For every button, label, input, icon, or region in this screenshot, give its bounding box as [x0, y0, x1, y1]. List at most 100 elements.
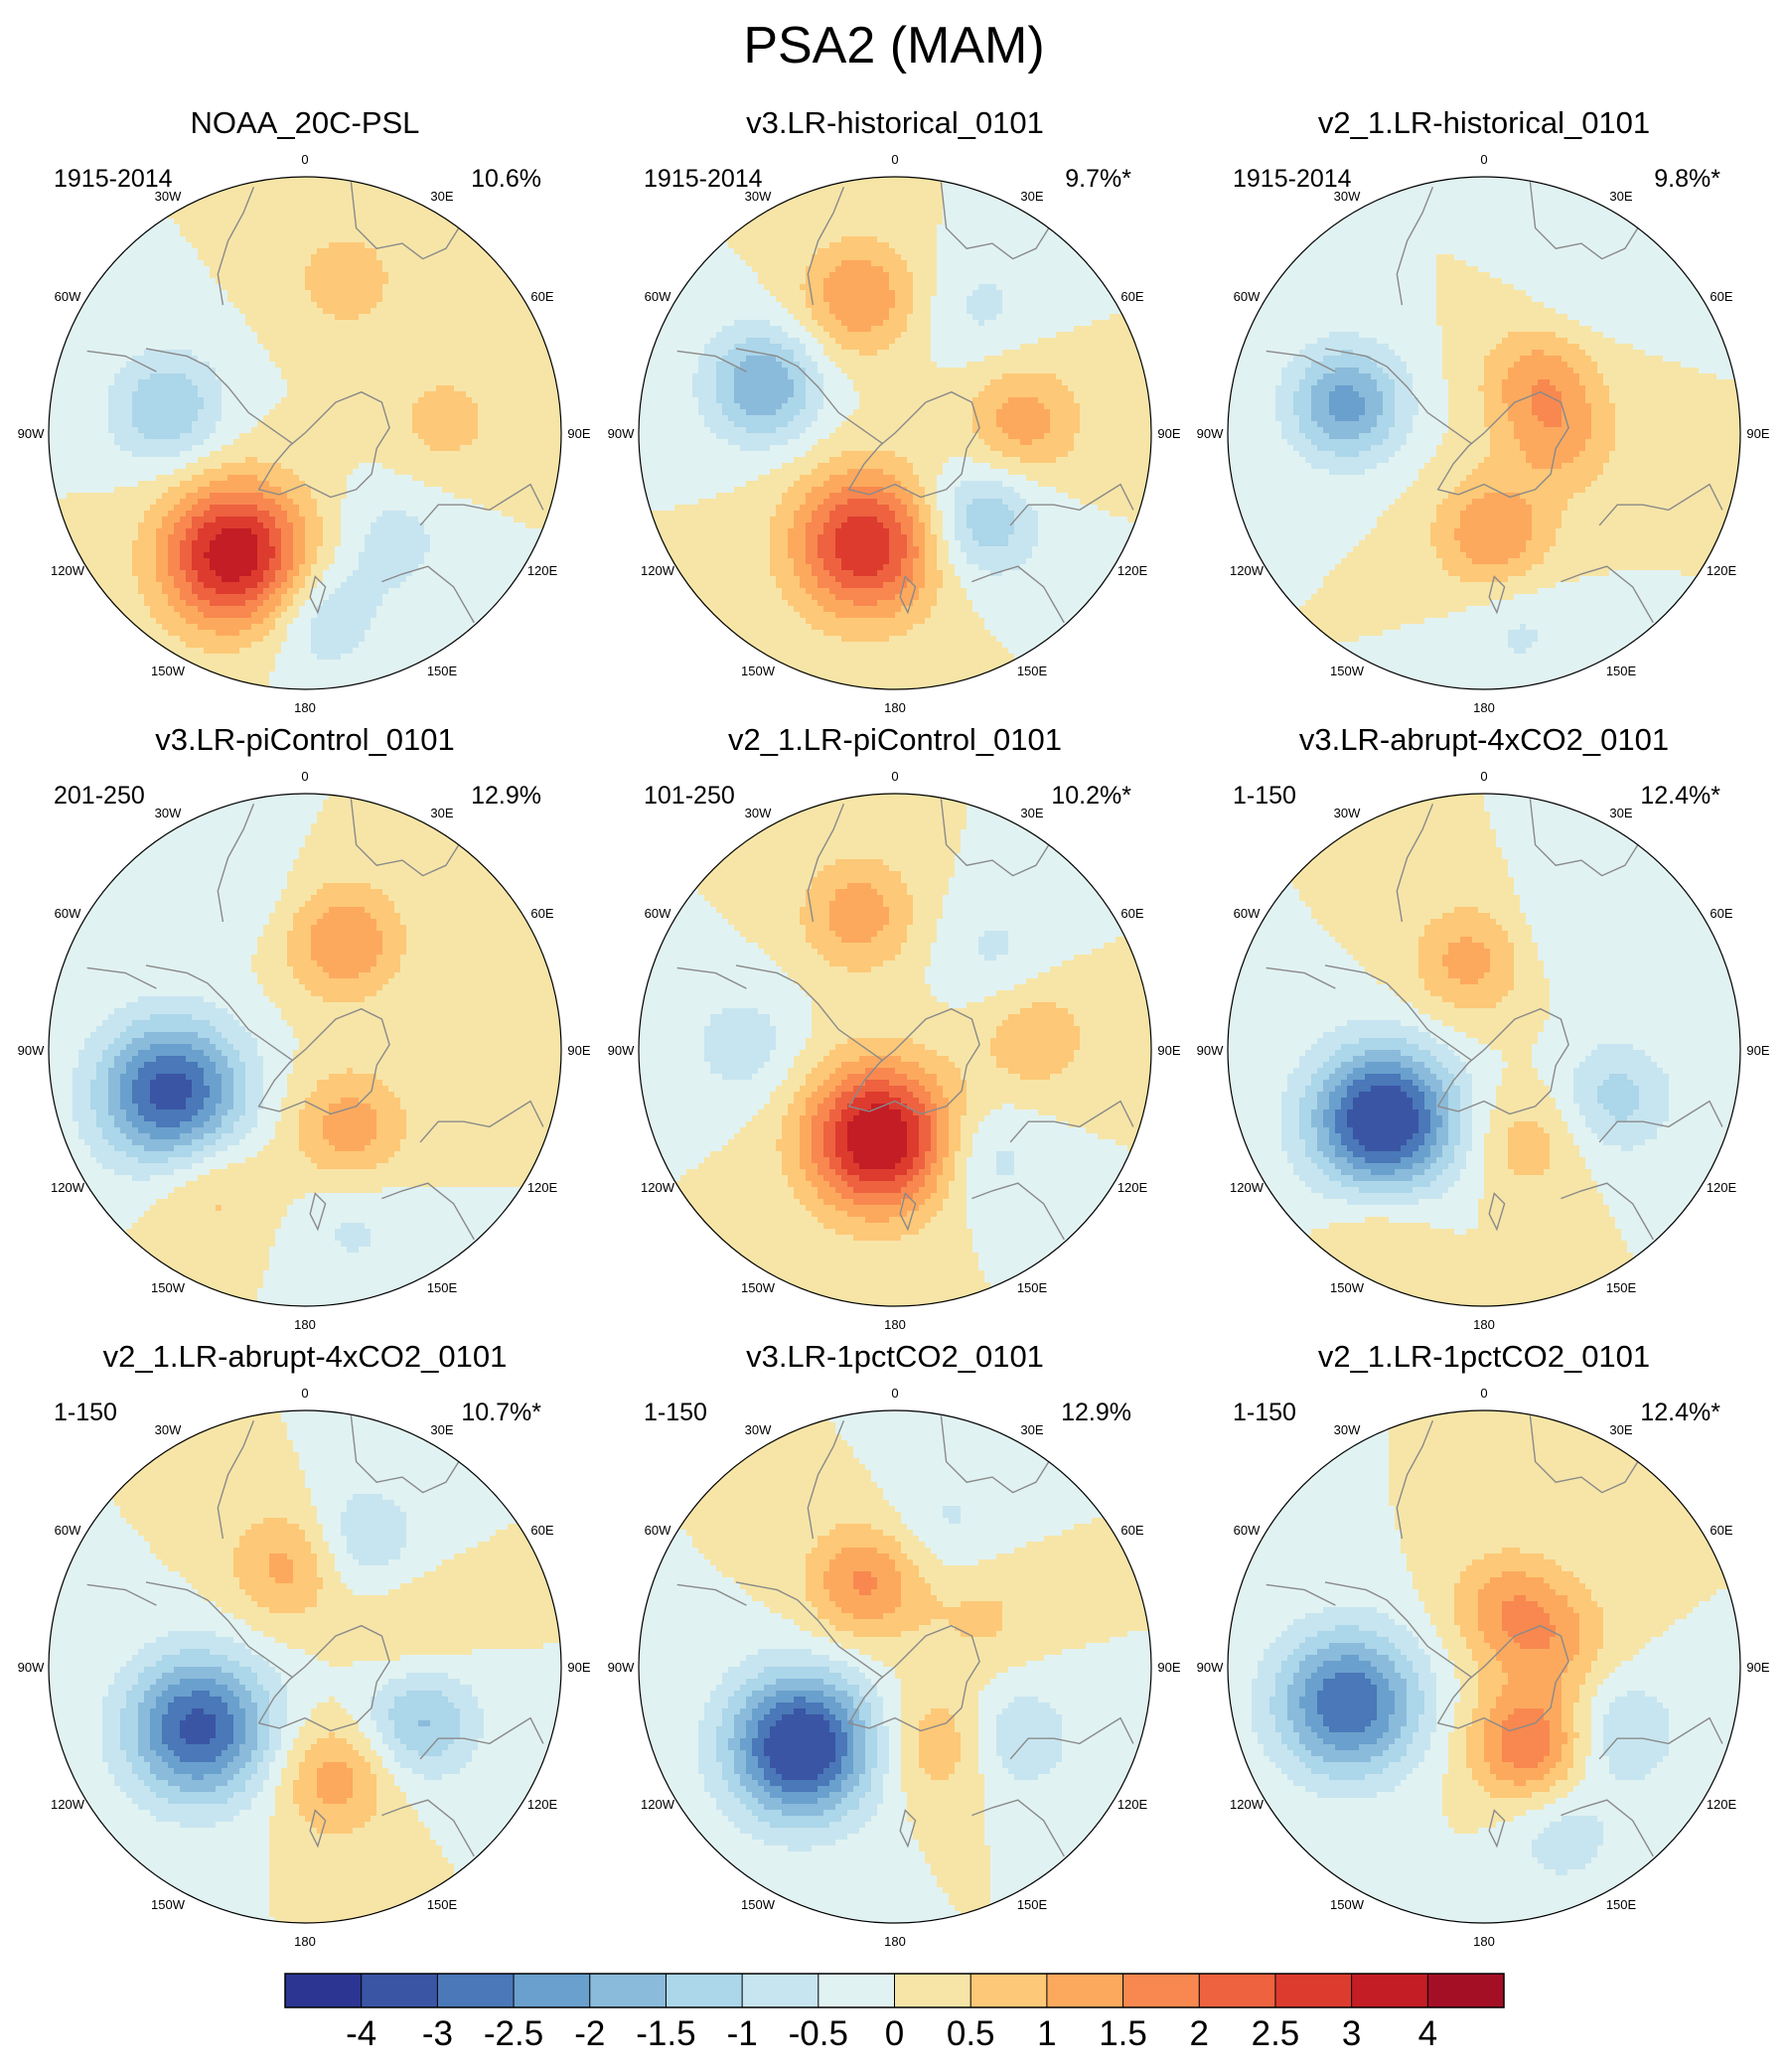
- variance-label: 12.9%: [1061, 1399, 1131, 1426]
- longitude-label: 0: [1480, 152, 1487, 167]
- longitude-label: 150E: [427, 1280, 458, 1295]
- colorbar-tick-label: 4: [1418, 2014, 1437, 2053]
- longitude-label: 60E: [530, 1523, 553, 1538]
- period-label: 1915-2014: [644, 165, 763, 193]
- map-boundary: [1227, 793, 1741, 1307]
- panel-title: v3.LR-piControl_0101: [155, 722, 455, 757]
- longitude-label: 120W: [51, 1797, 85, 1812]
- longitude-label: 60W: [55, 906, 81, 921]
- colorbar-swatch: [970, 1974, 1048, 2007]
- period-label: 1915-2014: [54, 165, 173, 193]
- colorbar-frame: [284, 1973, 1505, 2008]
- longitude-label: 0: [301, 1386, 308, 1401]
- colorbar-tick-label: -1.5: [636, 2014, 695, 2053]
- colorbar-tick-label: 1.5: [1099, 2014, 1147, 2053]
- period-label: 1-150: [1233, 782, 1296, 810]
- coastlines: [86, 1415, 544, 1857]
- period-label: 201-250: [54, 782, 145, 810]
- colorbar-swatch: [361, 1974, 438, 2007]
- coastlines: [676, 182, 1134, 624]
- colorbar-swatch: [1122, 1974, 1200, 2007]
- longitude-label: 60W: [645, 1523, 671, 1538]
- panel-noaa-20c-psl: 0 30E 60E 90E 120E 150E 180 150W 120W 90W 60W 30W NO…: [18, 105, 591, 715]
- longitude-label: 180: [294, 700, 316, 715]
- longitude-label: 30E: [1609, 189, 1632, 204]
- longitude-label: 180: [884, 1934, 906, 1949]
- longitude-label: 60W: [1234, 1523, 1261, 1538]
- longitude-label: 90W: [608, 1660, 635, 1675]
- coastlines: [676, 799, 1134, 1241]
- longitude-label: 0: [891, 1386, 898, 1401]
- longitude-label: 120E: [1707, 1797, 1737, 1812]
- panel-v2-1-lr-historical-0101: 0 30E 60E 90E 120E 150E 180 150W 120W 90W 60W 30W v2…: [1197, 105, 1770, 715]
- colorbar-tick-label: 1: [1037, 2014, 1056, 2053]
- longitude-label: 150W: [151, 664, 186, 678]
- longitude-label: 0: [891, 152, 898, 167]
- longitude-label: 30E: [430, 189, 453, 204]
- panel-v3-lr-1pctco2-0101: 0 30E 60E 90E 120E 150E 180 150W 120W 90W 60W 30W v3…: [608, 1339, 1181, 1949]
- panel-v2-1-lr-1pctco2-0101: 0 30E 60E 90E 120E 150E 180 150W 120W 90W 60W 30W v2…: [1197, 1339, 1770, 1949]
- anomaly-field: [1228, 794, 1740, 1306]
- longitude-label: 150E: [1606, 1897, 1637, 1912]
- longitude-label: 30W: [155, 1422, 182, 1437]
- panel-title: v3.LR-abrupt-4xCO2_0101: [1299, 722, 1669, 757]
- longitude-label: 90E: [1157, 1043, 1180, 1058]
- panel-title: NOAA_20C-PSL: [191, 105, 420, 140]
- longitude-label: 90W: [1197, 1043, 1224, 1058]
- longitude-label: 120W: [1230, 1797, 1265, 1812]
- longitude-label: 180: [884, 700, 906, 715]
- colorbar-swatch: [1274, 1974, 1352, 2007]
- variance-label: 12.9%: [471, 782, 541, 810]
- longitude-label: 30W: [1334, 806, 1361, 820]
- longitude-label: 120E: [527, 563, 558, 578]
- map-boundary: [48, 793, 562, 1307]
- colorbar-tick-label: 0: [885, 2014, 904, 2053]
- longitude-label: 90W: [18, 426, 45, 441]
- longitude-label: 90E: [1746, 1043, 1769, 1058]
- longitude-label: 180: [1473, 1317, 1495, 1332]
- longitude-label: 90W: [1197, 1660, 1224, 1675]
- longitude-label: 60E: [530, 906, 553, 921]
- longitude-label: 150E: [1017, 1280, 1048, 1295]
- longitude-label: 150E: [1606, 664, 1637, 678]
- coastlines: [86, 182, 544, 624]
- longitude-label: 30E: [1020, 189, 1043, 204]
- longitude-label: 60W: [55, 1523, 81, 1538]
- longitude-label: 150E: [1606, 1280, 1637, 1295]
- colorbar-tick-label: 2.5: [1252, 2014, 1300, 2053]
- colorbar-tick-label: 0.5: [947, 2014, 995, 2053]
- variance-label: 12.4%*: [1640, 1399, 1720, 1426]
- colorbar-swatch: [589, 1974, 667, 2007]
- longitude-label: 60E: [1710, 906, 1732, 921]
- longitude-label: 150W: [741, 1897, 776, 1912]
- colorbar-swatch: [742, 1974, 820, 2007]
- colorbar-swatch: [1046, 1974, 1123, 2007]
- period-label: 1-150: [644, 1399, 707, 1426]
- variance-label: 12.4%*: [1640, 782, 1720, 810]
- longitude-label: 180: [294, 1934, 316, 1949]
- longitude-label: 90W: [1197, 426, 1224, 441]
- longitude-label: 150E: [1017, 664, 1048, 678]
- coastlines: [1266, 182, 1723, 624]
- longitude-label: 120E: [1707, 563, 1737, 578]
- longitude-label: 120W: [51, 1180, 85, 1195]
- colorbar-swatch: [818, 1974, 895, 2007]
- longitude-label: 120E: [527, 1180, 558, 1195]
- longitude-label: 120E: [1118, 563, 1148, 578]
- panel-v2-1-lr-abrupt-4xco2-0101: 0 30E 60E 90E 120E 150E 180 150W 120W 90W 60W 30W v2…: [18, 1339, 591, 1949]
- variance-label: 9.8%*: [1654, 165, 1720, 193]
- longitude-label: 60W: [1234, 289, 1261, 304]
- longitude-label: 30E: [430, 806, 453, 820]
- longitude-label: 30W: [155, 806, 182, 820]
- longitude-label: 180: [1473, 1934, 1495, 1949]
- map-boundary: [638, 1409, 1152, 1924]
- longitude-label: 150E: [1017, 1897, 1048, 1912]
- anomaly-field: [639, 177, 1151, 689]
- longitude-label: 150W: [151, 1897, 186, 1912]
- longitude-label: 90E: [567, 426, 590, 441]
- panel-title: v2_1.LR-piControl_0101: [728, 722, 1062, 757]
- longitude-label: 180: [294, 1317, 316, 1332]
- longitude-label: 150W: [741, 1280, 776, 1295]
- longitude-label: 120W: [641, 1797, 675, 1812]
- colorbar-tick-label: -1: [727, 2014, 758, 2053]
